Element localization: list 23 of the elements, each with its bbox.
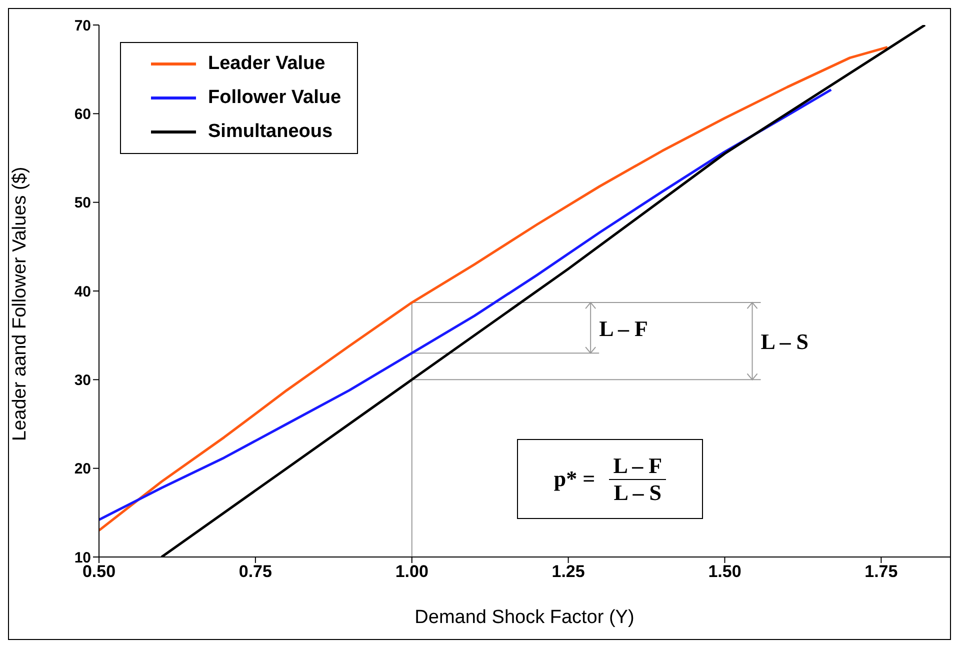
y-tick-label: 60 bbox=[74, 106, 91, 123]
x-tick-label: 0.75 bbox=[238, 562, 272, 582]
legend-label: Leader Value bbox=[208, 53, 326, 75]
annotation: L – F bbox=[609, 452, 666, 480]
annotation: p* = bbox=[554, 466, 596, 492]
line-series bbox=[99, 88, 832, 522]
legend-label: Simultaneous bbox=[208, 121, 333, 143]
annotation: L – S bbox=[760, 329, 808, 354]
y-tick-label: 50 bbox=[74, 194, 91, 212]
line-series bbox=[99, 46, 889, 532]
legend-label: Follower Value bbox=[208, 87, 342, 109]
y-tick-label: 20 bbox=[74, 460, 91, 478]
annotation: L – S bbox=[614, 480, 662, 506]
x-axis-title: Demand Shock Factor (Y) bbox=[414, 607, 634, 628]
y-axis-title: Leader aand Follower Values ($) bbox=[10, 166, 31, 441]
x-tick-label: 1.25 bbox=[552, 562, 585, 582]
y-tick-label: 70 bbox=[74, 17, 91, 34]
x-tick-label: 1.50 bbox=[708, 562, 742, 582]
y-tick-label: 30 bbox=[74, 372, 91, 389]
annotation: L – F bbox=[599, 316, 648, 341]
y-tick-label: 40 bbox=[74, 283, 91, 300]
x-tick-label: 1.00 bbox=[395, 562, 428, 582]
x-tick-label: 1.75 bbox=[864, 562, 898, 582]
